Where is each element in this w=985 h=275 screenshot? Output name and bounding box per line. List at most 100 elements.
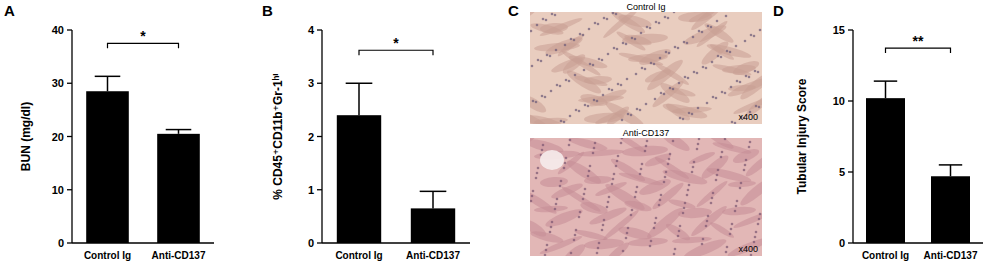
nucleus [587,105,590,108]
micrograph-background [530,138,762,256]
category-label: Control Ig [335,250,382,261]
nucleus [750,254,753,256]
nucleus [655,21,658,24]
nucleus [663,181,666,184]
nucleus [720,56,723,59]
nucleus [759,29,762,32]
nucleus [729,51,732,54]
nucleus [541,149,544,152]
nucleus [645,145,648,148]
tubule [605,240,632,256]
nucleus [693,161,696,164]
nucleus [730,228,733,231]
nucleus [593,147,596,150]
nucleus [531,195,534,198]
nucleus [578,216,581,219]
nucleus [712,96,715,99]
tubule [672,236,712,245]
tubule [530,92,549,115]
bars [86,76,200,243]
category-label: Anti-CD137 [152,250,206,261]
nucleus [706,220,709,223]
nucleus [739,187,742,190]
micrograph-title: Control Ig [626,2,665,12]
nucleus [620,142,623,145]
nucleus [686,194,689,197]
tubule [588,205,628,227]
nucleus [625,237,628,240]
nucleus [542,18,545,21]
nucleus [549,55,552,58]
nucleus [706,102,709,105]
nucleus [573,239,576,242]
nucleus [596,252,599,255]
nucleus [589,165,592,168]
micrograph [515,127,774,267]
nucleus [640,168,643,171]
tubule [574,228,608,242]
nucleus [664,16,667,19]
nucleus [659,57,662,60]
nucleus [660,92,663,95]
nucleus [739,81,742,84]
nucleus [626,78,629,81]
nucleus [650,62,653,65]
nucleus [617,83,620,86]
tubule [609,156,647,184]
nucleus [683,207,686,210]
error-stem [950,165,952,176]
nucleus [536,24,539,27]
magnification-label: x400 [738,244,758,254]
tubule [668,86,697,99]
nucleus [716,20,719,23]
nucleus [612,12,615,14]
nucleus [559,185,562,188]
nucleus [753,241,756,244]
nucleus [658,22,661,25]
nucleus [544,96,547,99]
nucleus [622,250,625,253]
nucleus [748,76,751,79]
x-axis [322,242,470,243]
error-bar [420,191,447,208]
nucleus [725,251,728,254]
error-cap [166,129,192,131]
nucleus [574,234,577,237]
nucleus [531,65,534,68]
nucleus [730,86,733,89]
tubule [622,32,669,45]
nucleus [720,156,723,159]
nucleus [563,121,566,124]
nucleus [698,30,701,33]
tubule [689,203,729,239]
nucleus [674,46,677,49]
bar [866,98,905,243]
tick [67,29,72,30]
error-cap [939,164,962,166]
nucleus [641,67,644,70]
nucleus [588,28,591,31]
nucleus [635,191,638,194]
x-axis [853,242,983,243]
nucleus [725,15,728,18]
nucleus [607,201,610,204]
error-stem [107,76,109,91]
error-bar [95,76,121,91]
tubule [706,166,753,185]
nucleus [734,210,737,213]
nucleus [569,139,572,142]
nucleus [646,26,649,29]
y-label: Tubular Injury Score [795,78,809,194]
nucleus [639,109,642,112]
nucleus [626,232,629,235]
nucleus [736,200,739,203]
nucleus [711,197,714,200]
nucleus [673,253,676,256]
nucleus [692,166,695,169]
nucleus [535,101,538,104]
nucleus [625,43,628,46]
panel-letter: A [4,2,15,19]
tubule [637,46,672,68]
nucleus [627,227,630,230]
significance-label: * [393,35,399,51]
